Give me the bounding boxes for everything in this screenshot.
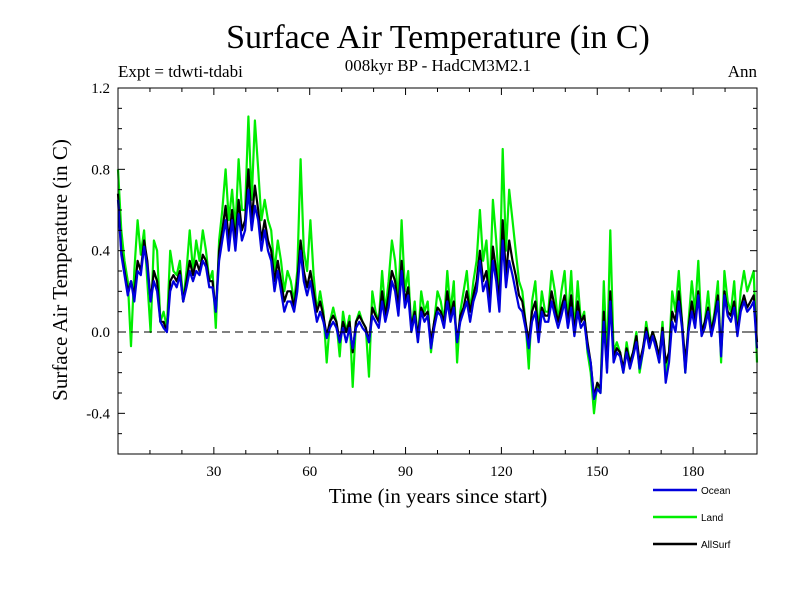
y-tick-label: 0.4 bbox=[91, 244, 110, 260]
chart-subtitle: 008kyr BP - HadCM3M2.1 bbox=[345, 56, 531, 75]
season-label: Ann bbox=[728, 62, 758, 81]
legend-label-land: Land bbox=[701, 513, 723, 524]
y-tick-label: 1.2 bbox=[91, 81, 110, 97]
legend-label-ocean: Ocean bbox=[701, 486, 730, 497]
series-line-allsurf bbox=[116, 168, 759, 399]
ticks-layer: 30 60 90 120 150 180 -0.4 0.0 0.4 0.8 1.2 bbox=[86, 81, 757, 480]
experiment-label: Expt = tdwti-tdabi bbox=[118, 62, 243, 81]
x-tick-label: 120 bbox=[490, 464, 513, 480]
legend: Ocean Land AllSurf bbox=[653, 486, 731, 551]
y-tick-label: -0.4 bbox=[86, 406, 110, 422]
series-line-ocean bbox=[116, 188, 759, 401]
legend-label-allsurf: AllSurf bbox=[701, 540, 731, 551]
chart-title: Surface Air Temperature (in C) bbox=[226, 19, 650, 56]
series-line-land bbox=[116, 115, 759, 415]
series-layer bbox=[116, 115, 759, 415]
y-axis-label: Surface Air Temperature (in C) bbox=[48, 139, 72, 401]
x-tick-label: 30 bbox=[206, 464, 221, 480]
y-tick-label: 0.8 bbox=[91, 162, 110, 178]
x-tick-label: 150 bbox=[586, 464, 609, 480]
y-tick-label: 0.0 bbox=[91, 325, 110, 341]
plot-frame bbox=[117, 87, 758, 455]
x-tick-label: 90 bbox=[398, 464, 413, 480]
x-axis-label: Time (in years since start) bbox=[329, 484, 548, 508]
x-tick-label: 180 bbox=[682, 464, 705, 480]
x-tick-label: 60 bbox=[302, 464, 317, 480]
